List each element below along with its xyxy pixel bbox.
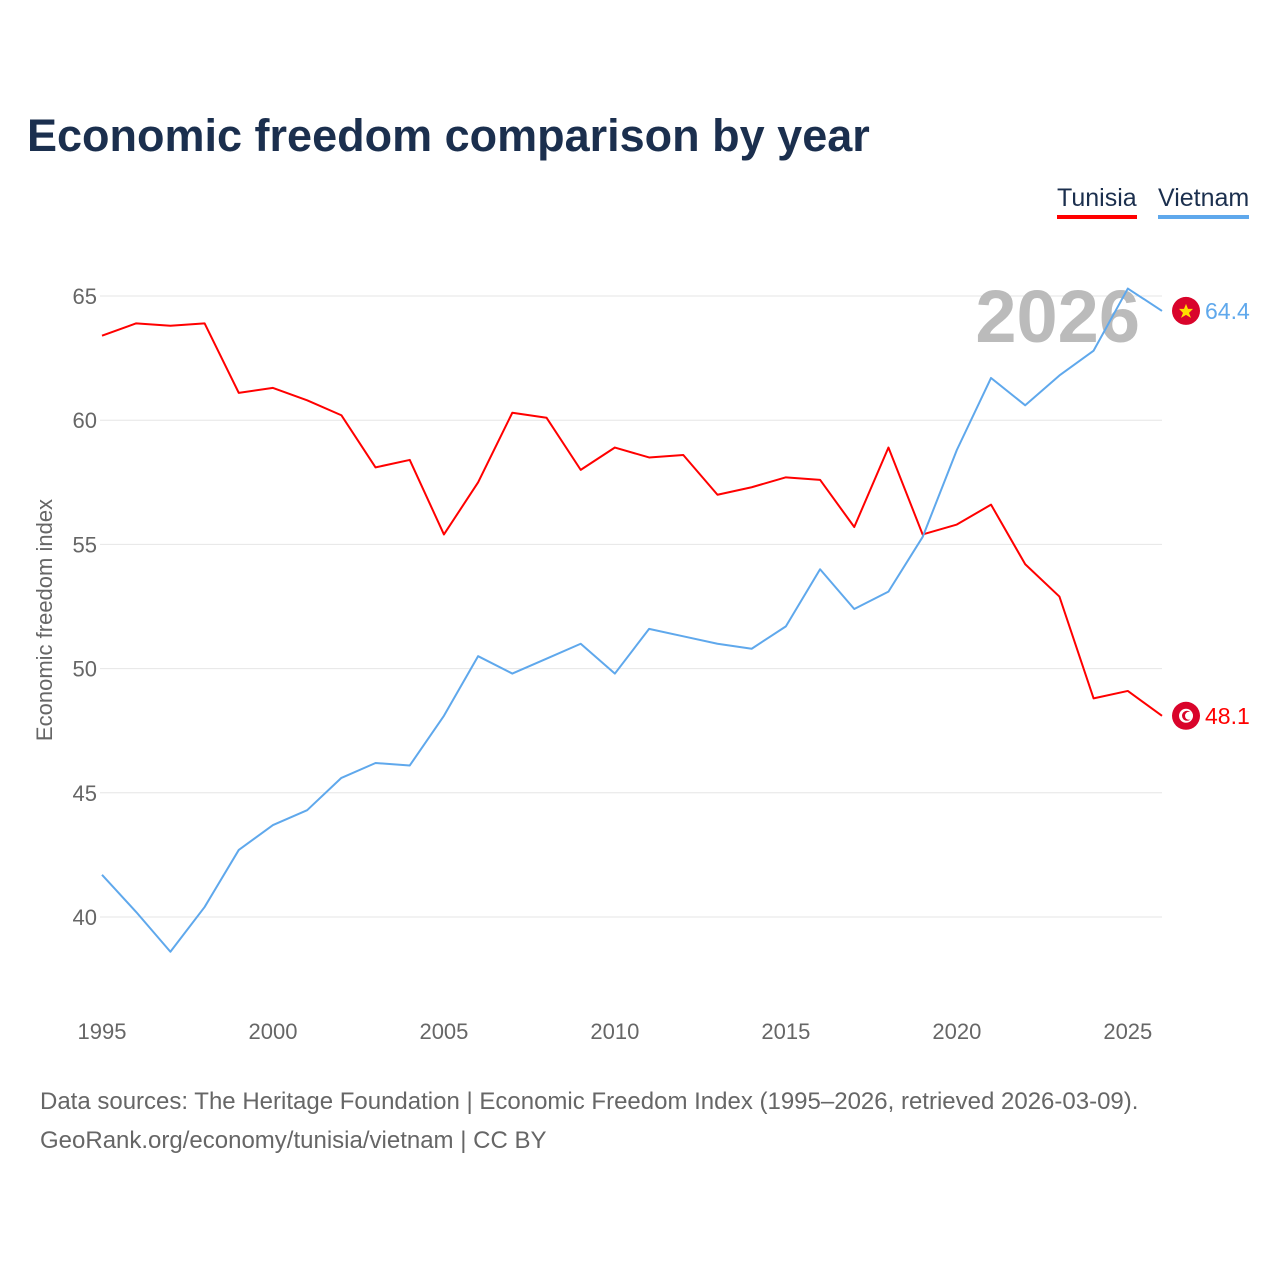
x-tick-label: 2020 xyxy=(932,1019,981,1044)
chart-title: Economic freedom comparison by year xyxy=(27,110,870,161)
y-axis-label: Economic freedom index xyxy=(32,499,57,741)
series-line-vietnam xyxy=(101,287,1163,953)
x-tick-label: 2025 xyxy=(1103,1019,1152,1044)
x-tick-label: 2015 xyxy=(761,1019,810,1044)
y-tick-label: 65 xyxy=(73,284,97,309)
crescent-cut xyxy=(1185,711,1193,720)
source-note: Data sources: The Heritage Foundation | … xyxy=(40,1088,1139,1115)
y-tick-label: 55 xyxy=(73,532,97,557)
y-tick-label: 40 xyxy=(73,905,97,930)
y-tick-label: 45 xyxy=(73,781,97,806)
end-label-vietnam: 64.4 xyxy=(1205,298,1250,324)
legend-item-tunisia[interactable]: Tunisia xyxy=(1057,184,1137,219)
source-url[interactable]: GeoRank.org/economy/tunisia/vietnam | CC… xyxy=(40,1127,547,1154)
end-label-tunisia: 48.1 xyxy=(1205,703,1250,729)
series-line-tunisia xyxy=(101,322,1163,717)
y-tick-label: 60 xyxy=(73,408,97,433)
year-watermark: 2026 xyxy=(975,275,1140,358)
y-tick-label: 50 xyxy=(73,657,97,682)
star-icon xyxy=(1179,303,1193,318)
x-tick-label: 1995 xyxy=(78,1019,127,1044)
x-tick-label: 2005 xyxy=(419,1019,468,1044)
x-tick-label: 2010 xyxy=(590,1019,639,1044)
x-tick-label: 2000 xyxy=(248,1019,297,1044)
legend-item-vietnam[interactable]: Vietnam xyxy=(1158,184,1250,219)
